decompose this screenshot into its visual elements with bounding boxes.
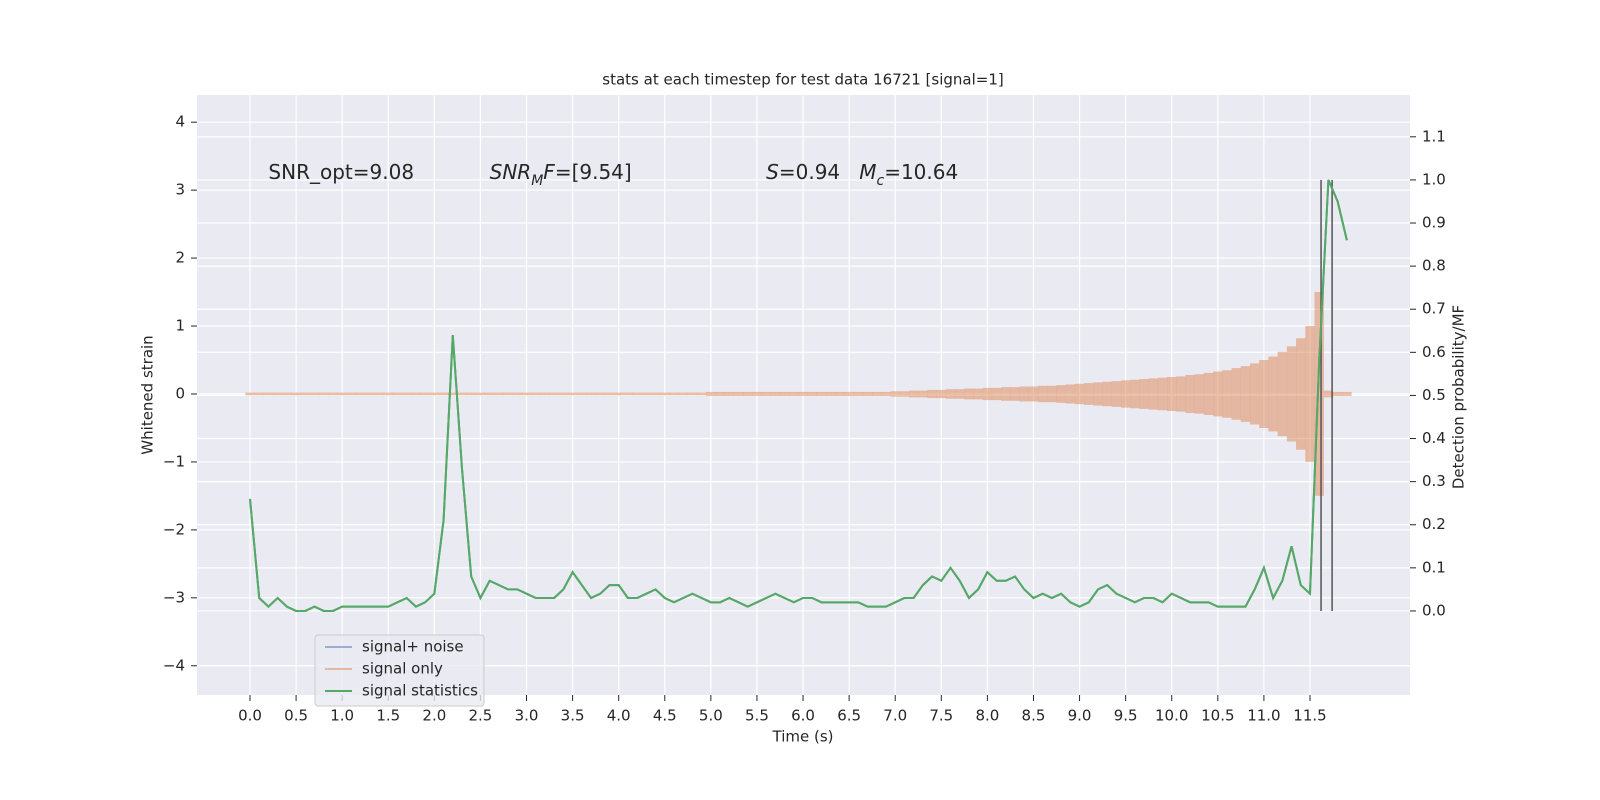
annotation: SNR_opt=9.08 bbox=[268, 160, 414, 184]
legend-label: signal statistics bbox=[362, 682, 478, 700]
x-tick-label: 10.5 bbox=[1201, 707, 1234, 725]
y2-tick-label: 0.7 bbox=[1422, 300, 1446, 318]
y2-tick-label: 0.9 bbox=[1422, 214, 1446, 232]
x-tick-label: 1.5 bbox=[376, 707, 400, 725]
y2-tick-label: 0.0 bbox=[1422, 601, 1446, 619]
y-tick-label: 2 bbox=[175, 249, 185, 267]
x-tick-label: 8.5 bbox=[1022, 707, 1046, 725]
y2-tick-label: 0.4 bbox=[1422, 429, 1446, 447]
x-tick-label: 4.0 bbox=[607, 707, 631, 725]
y-axis-label: Whitened strain bbox=[139, 335, 157, 454]
y2-axis-label: Detection probability/MF bbox=[1450, 305, 1468, 489]
x-tick-label: 10.0 bbox=[1155, 707, 1188, 725]
y-tick-label: 3 bbox=[175, 181, 185, 199]
y-tick-label: −2 bbox=[163, 520, 185, 538]
y2-tick-label: 0.1 bbox=[1422, 558, 1446, 576]
y-tick-label: −4 bbox=[163, 656, 185, 674]
x-tick-label: 9.0 bbox=[1068, 707, 1092, 725]
chart-title: stats at each timestep for test data 167… bbox=[602, 71, 1003, 89]
y2-tick-label: 1.0 bbox=[1422, 170, 1446, 188]
x-tick-label: 1.0 bbox=[330, 707, 354, 725]
x-tick-label: 0.0 bbox=[238, 707, 262, 725]
x-tick-label: 11.5 bbox=[1293, 707, 1326, 725]
annotation-part: =10.64 bbox=[884, 160, 958, 184]
y-tick-label: 4 bbox=[175, 113, 185, 131]
y2-tick-label: 0.3 bbox=[1422, 472, 1446, 490]
x-tick-label: 7.0 bbox=[883, 707, 907, 725]
x-tick-label: 3.0 bbox=[515, 707, 539, 725]
x-tick-label: 5.0 bbox=[699, 707, 723, 725]
x-tick-label: 11.0 bbox=[1247, 707, 1280, 725]
series-line bbox=[249, 179, 1348, 612]
x-tick-label: 2.0 bbox=[422, 707, 446, 725]
annotation: S=0.94 Mc=10.64 bbox=[766, 160, 958, 190]
annotation-part: =0.94 bbox=[779, 160, 859, 184]
legend-label: signal only bbox=[362, 660, 443, 678]
annotation-part: =[9.54] bbox=[555, 160, 632, 184]
x-tick-label: 6.5 bbox=[837, 707, 861, 725]
annotation-part: F bbox=[543, 160, 555, 184]
annotation-part: M bbox=[859, 160, 876, 184]
x-tick-label: 0.5 bbox=[284, 707, 308, 725]
legend: signal+ noise signal only signal statistic… bbox=[314, 634, 485, 707]
annotation-part: M bbox=[531, 173, 543, 189]
x-tick-label: 9.5 bbox=[1114, 707, 1138, 725]
x-tick-label: 7.5 bbox=[929, 707, 953, 725]
y2-tick-label: 0.6 bbox=[1422, 343, 1446, 361]
legend-box bbox=[314, 634, 485, 707]
annotation-part: SNR bbox=[490, 160, 532, 184]
x-tick-label: 2.5 bbox=[469, 707, 493, 725]
y2-tick-label: 0.5 bbox=[1422, 386, 1446, 404]
y-tick-label: −1 bbox=[163, 452, 185, 470]
x-tick-label: 5.5 bbox=[745, 707, 769, 725]
x-tick-label: 8.0 bbox=[975, 707, 999, 725]
y-tick-label: 1 bbox=[175, 317, 185, 335]
y-tick-label: −3 bbox=[163, 588, 185, 606]
annotation-part: S bbox=[766, 160, 779, 184]
x-tick-label: 6.0 bbox=[791, 707, 815, 725]
foreground: 0.0 0.5 1.0 1.5 2.0 2.5 3.0 3.5 4.0 4.5 5.0 5.5 6.0 6… bbox=[163, 113, 1446, 725]
y2-tick-label: 0.8 bbox=[1422, 257, 1446, 275]
annotation: SNRMF=[9.54] bbox=[490, 160, 632, 190]
x-tick-label: 3.5 bbox=[561, 707, 585, 725]
annotation-part: SNR_opt=9.08 bbox=[268, 160, 414, 184]
legend-label: signal+ noise bbox=[362, 638, 464, 656]
y-tick-label: 0 bbox=[175, 384, 185, 402]
y2-tick-label: 1.1 bbox=[1422, 127, 1446, 145]
x-axis-label: Time (s) bbox=[772, 728, 834, 746]
y2-tick-label: 0.2 bbox=[1422, 515, 1446, 533]
annotation-part: c bbox=[877, 173, 885, 189]
x-tick-label: 4.5 bbox=[653, 707, 677, 725]
marks bbox=[245, 179, 1352, 612]
